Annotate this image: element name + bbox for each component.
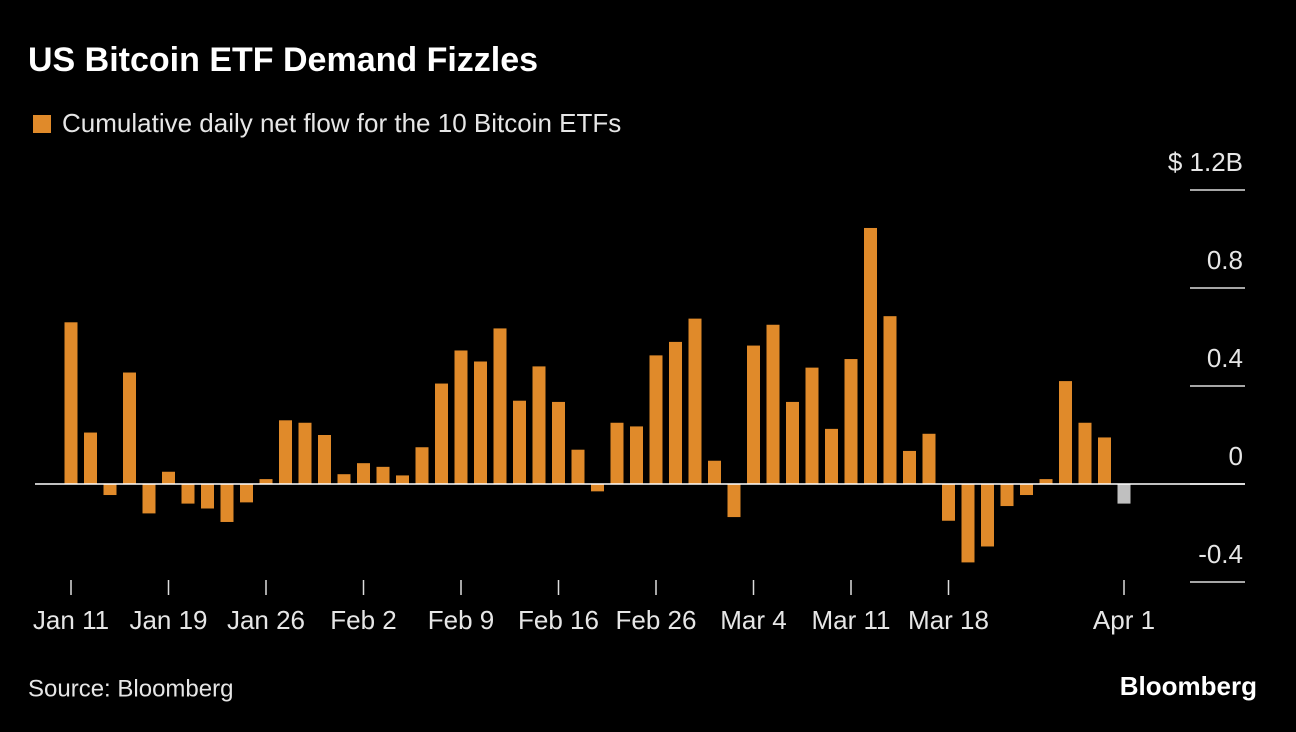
source: Source: Bloomberg [28,675,233,702]
y-tick-label: 0 [1229,441,1243,471]
bar [630,426,643,484]
bar [844,359,858,484]
bar [1039,479,1053,484]
x-tick-label: Mar 11 [812,605,891,635]
bar [493,328,507,484]
bar [1000,484,1014,507]
bar [474,361,487,484]
x-tick-label: Jan 19 [129,605,207,635]
y-tick-label: 0.8 [1207,245,1243,275]
bar [337,474,351,484]
bar [825,428,838,484]
bar [922,433,936,484]
bar [1020,484,1033,496]
bar [610,422,624,484]
bar [357,463,370,484]
x-tick-label: Mar 4 [720,605,786,635]
bar [981,484,994,547]
bar [688,318,702,484]
bar [415,447,429,484]
bar [532,366,546,484]
bar [805,367,819,484]
bar [181,484,195,504]
bar [552,401,565,484]
x-tick-label: Feb 9 [428,605,495,635]
bar [864,227,877,484]
bar [708,460,721,484]
bar [903,450,916,484]
y-tick-label: 0.4 [1207,343,1243,373]
y-tick-label: $ 1.2B [1168,147,1243,177]
bar [961,484,975,563]
x-tick-label: Feb 16 [518,605,599,635]
bar [591,484,604,492]
brand: Bloomberg [1120,671,1257,701]
bar [1117,484,1131,504]
bar [279,420,292,484]
legend-label: Cumulative daily net flow for the 10 Bit… [62,108,621,138]
bar [240,484,253,503]
x-tick-label: Feb 26 [616,605,697,635]
bar [1059,381,1072,484]
bar [747,345,760,484]
bar [220,484,234,522]
x-tick-label: Jan 11 [33,605,109,635]
y-tick-label: -0.4 [1198,539,1243,569]
bar [318,435,331,484]
bar [259,479,273,484]
x-tick-label: Mar 18 [908,605,989,635]
x-tick-label: Feb 2 [330,605,397,635]
bar [1098,437,1111,484]
bar [649,355,663,484]
bar [1078,422,1092,484]
bar [396,475,409,484]
bar [727,484,741,518]
bar [376,466,390,484]
bar [766,324,780,484]
bar [64,322,78,484]
bar [513,400,526,484]
bar [454,350,468,484]
bar [84,432,97,484]
bar [298,422,312,484]
bar [123,372,136,484]
bar [142,484,156,514]
bar [669,341,682,484]
x-tick-label: Jan 26 [227,605,305,635]
x-tick-label: Apr 1 [1093,605,1155,635]
chart-title: US Bitcoin ETF Demand Fizzles [28,41,538,79]
legend-swatch [33,115,51,133]
bar [883,316,897,484]
bar [435,383,448,484]
bar [942,484,955,521]
bar [786,401,799,484]
bar [162,471,175,484]
bar [103,484,117,496]
bar [571,449,585,484]
bar [201,484,214,509]
